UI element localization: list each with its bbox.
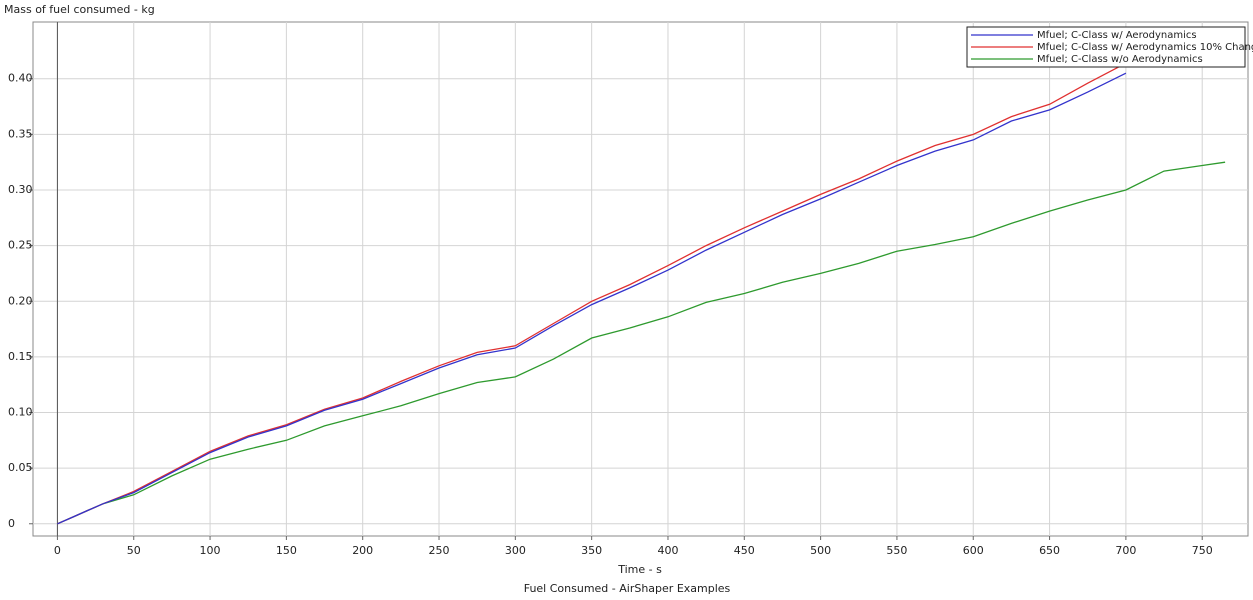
legend-label: Mfuel; C-Class w/ Aerodynamics <box>1037 30 1197 41</box>
y-tick-label: 0.05 <box>8 461 33 474</box>
x-tick-label: 550 <box>886 544 907 557</box>
series-line <box>57 161 1226 525</box>
y-tick-label: 0.20 <box>8 294 33 307</box>
x-tick-label: 450 <box>734 544 755 557</box>
y-axis-label: Mass of fuel consumed - kg <box>4 3 155 16</box>
x-tick-label: 750 <box>1192 544 1213 557</box>
chart-title: Fuel Consumed - AirShaper Examples <box>524 582 731 595</box>
y-tick-label: 0 <box>8 517 15 530</box>
y-tick-label: 0.25 <box>8 239 33 252</box>
series-line <box>57 62 1127 525</box>
x-tick-label: 300 <box>505 544 526 557</box>
y-tick-label: 0.10 <box>8 406 33 419</box>
x-tick-label: 200 <box>352 544 373 557</box>
x-tick-label: 500 <box>810 544 831 557</box>
x-tick-label: 700 <box>1115 544 1136 557</box>
y-tick-label: 0.15 <box>8 350 33 363</box>
series-line <box>57 72 1127 525</box>
x-tick-label: 150 <box>276 544 297 557</box>
x-tick-label: 650 <box>1039 544 1060 557</box>
y-tick-label: 0.30 <box>8 183 33 196</box>
x-tick-label: 250 <box>429 544 450 557</box>
x-tick-label: 0 <box>54 544 61 557</box>
x-axis-label: Time - s <box>617 563 662 576</box>
x-tick-label: 400 <box>657 544 678 557</box>
legend-label: Mfuel; C-Class w/ Aerodynamics 10% Chang… <box>1037 42 1253 53</box>
x-tick-label: 350 <box>581 544 602 557</box>
y-tick-label: 0.35 <box>8 127 33 140</box>
x-tick-label: 600 <box>963 544 984 557</box>
legend-label: Mfuel; C-Class w/o Aerodynamics <box>1037 54 1203 65</box>
x-tick-label: 100 <box>200 544 221 557</box>
x-tick-label: 50 <box>127 544 141 557</box>
y-tick-label: 0.40 <box>8 72 33 85</box>
